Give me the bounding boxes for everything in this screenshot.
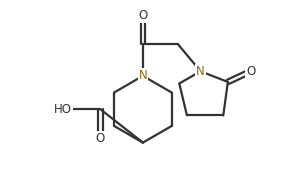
Text: N: N: [196, 65, 205, 78]
Text: O: O: [96, 132, 105, 144]
Text: N: N: [139, 69, 147, 82]
Text: HO: HO: [54, 103, 71, 116]
Text: O: O: [138, 9, 147, 22]
Text: O: O: [246, 65, 255, 78]
